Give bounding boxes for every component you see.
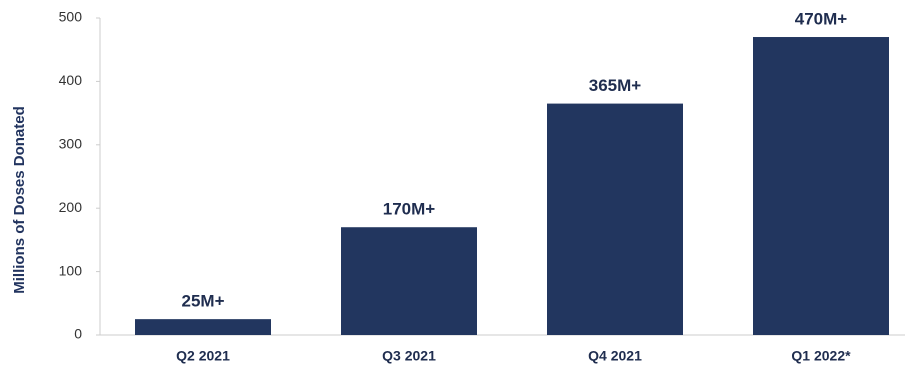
x-tick-label: Q1 2022* [791, 348, 851, 364]
y-tick-label: 0 [74, 326, 82, 342]
value-label: 365M+ [589, 76, 642, 95]
y-axis-label: Millions of Doses Donated [11, 106, 28, 294]
bar [753, 37, 889, 336]
bar [135, 319, 271, 335]
value-label: 470M+ [795, 10, 848, 29]
y-tick-label: 500 [59, 9, 83, 25]
bar [341, 227, 477, 335]
x-tick-label: Q3 2021 [382, 348, 436, 364]
value-label: 25M+ [182, 292, 225, 311]
bar [547, 103, 683, 335]
x-tick-label: Q4 2021 [588, 348, 642, 364]
y-tick-label: 400 [59, 72, 83, 88]
y-tick-label: 300 [59, 136, 83, 152]
y-tick-label: 200 [59, 199, 83, 215]
value-label: 170M+ [383, 200, 436, 219]
x-tick-label: Q2 2021 [176, 348, 230, 364]
y-tick-label: 100 [59, 262, 83, 278]
